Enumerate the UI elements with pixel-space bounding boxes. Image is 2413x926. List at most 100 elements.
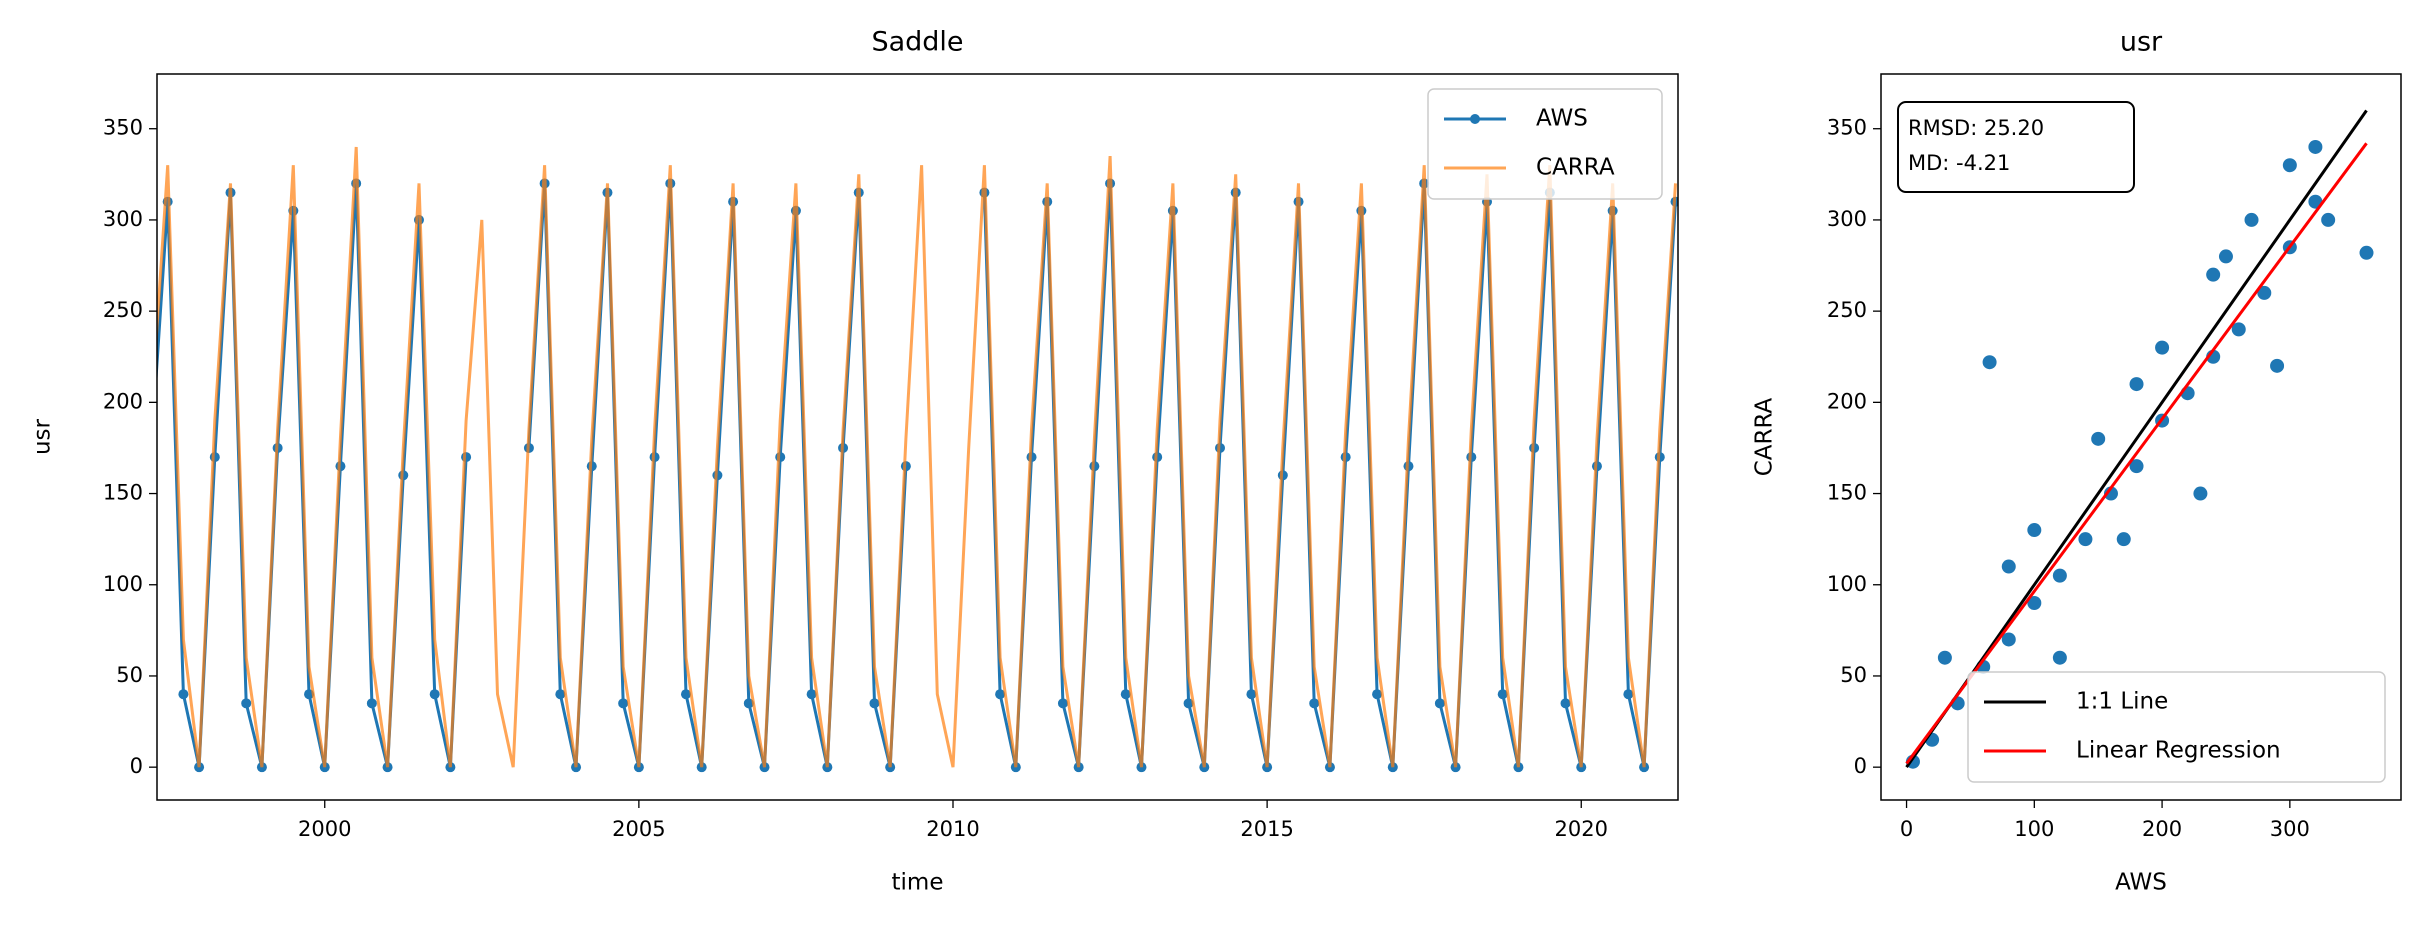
data-point <box>2359 245 2374 260</box>
data-point <box>2206 267 2221 282</box>
series-line <box>157 146 1677 768</box>
y-tick-label: 0 <box>130 754 143 778</box>
data-point <box>775 452 786 463</box>
y-axis-label: usr <box>30 418 56 455</box>
data-point <box>2052 568 2067 583</box>
x-axis-label: AWS <box>2115 870 2167 896</box>
data-point <box>2218 249 2233 264</box>
data-point <box>806 689 817 700</box>
data-point <box>2129 377 2144 392</box>
data-point <box>1372 689 1383 700</box>
data-point <box>1057 698 1068 709</box>
data-point <box>743 698 754 709</box>
data-point <box>2321 212 2336 227</box>
y-tick-label: 200 <box>103 389 143 413</box>
data-point <box>2091 431 2106 446</box>
data-point <box>241 698 252 709</box>
plot-area <box>1905 109 2374 769</box>
data-point <box>2027 595 2042 610</box>
legend-box <box>1427 88 1663 200</box>
x-tick-label: 2005 <box>612 817 665 841</box>
data-point <box>2001 632 2016 647</box>
x-tick-label: 300 <box>2270 817 2310 841</box>
data-point <box>1120 689 1131 700</box>
data-point <box>869 698 880 709</box>
data-point <box>147 434 157 444</box>
x-tick-label: 0 <box>1900 817 1913 841</box>
data-point <box>680 689 691 700</box>
y-tick-label: 100 <box>1827 572 1867 596</box>
y-tick-label: 300 <box>1827 207 1867 231</box>
x-tick-label: 100 <box>2014 817 2054 841</box>
y-tick-label: 100 <box>103 572 143 596</box>
data-point <box>2001 559 2016 574</box>
data-point <box>2244 212 2259 227</box>
data-point <box>2103 486 2118 501</box>
y-tick-label: 250 <box>1827 298 1867 322</box>
y-axis-label: CARRA <box>1752 397 1778 476</box>
data-point <box>555 689 566 700</box>
data-point <box>1623 689 1634 700</box>
data-point <box>1497 689 1508 700</box>
y-tick-label: 300 <box>103 207 143 231</box>
data-point <box>618 698 629 709</box>
legend-label: AWS <box>1536 106 1588 132</box>
data-point <box>1937 650 1952 665</box>
x-tick-label: 2000 <box>298 817 351 841</box>
data-point <box>2308 139 2323 154</box>
marks <box>1905 109 2374 769</box>
y-tick-label: 150 <box>103 481 143 505</box>
annotation: RMSD: 25.20 <box>1908 116 2044 140</box>
data-point <box>2257 285 2272 300</box>
data-point <box>1982 355 1997 370</box>
chart-title: usr <box>2120 27 2163 58</box>
data-point <box>2129 459 2144 474</box>
y-tick-label: 350 <box>1827 116 1867 140</box>
data-point <box>1434 698 1445 709</box>
data-point <box>2052 650 2067 665</box>
data-point <box>2193 486 2208 501</box>
reference-line <box>1905 142 2368 765</box>
data-point <box>1560 698 1571 709</box>
data-point <box>1309 698 1320 709</box>
x-tick-label: 2010 <box>926 817 979 841</box>
data-point <box>2027 523 2042 538</box>
y-tick-label: 0 <box>1854 754 1867 778</box>
axes-frame <box>156 73 1679 801</box>
chart-title: Saddle <box>871 27 963 58</box>
y-tick-label: 200 <box>1827 389 1867 413</box>
legend-marker <box>1470 114 1480 124</box>
x-axis-label: time <box>892 870 944 896</box>
plot-area <box>147 146 1678 773</box>
y-tick-label: 250 <box>103 298 143 322</box>
data-point <box>1183 698 1194 709</box>
data-point <box>429 689 440 700</box>
x-tick-label: 2015 <box>1240 817 1293 841</box>
y-tick-label: 150 <box>1827 481 1867 505</box>
legend-label: Linear Regression <box>2076 738 2281 764</box>
y-tick-label: 350 <box>103 116 143 140</box>
annotation-box <box>1897 101 2135 193</box>
x-tick-label: 2020 <box>1555 817 1608 841</box>
data-point <box>995 689 1006 700</box>
data-point <box>2155 340 2170 355</box>
data-point <box>2270 358 2285 373</box>
data-point <box>2282 158 2297 173</box>
data-point <box>2231 322 2246 337</box>
data-point <box>366 698 377 709</box>
legend-label: 1:1 Line <box>2076 689 2168 715</box>
x-tick-label: 200 <box>2142 817 2182 841</box>
data-point <box>1246 689 1257 700</box>
series-line <box>157 183 1677 768</box>
legend-label: CARRA <box>1536 155 1615 181</box>
axes-frame <box>1880 73 2402 801</box>
data-point <box>2116 532 2131 547</box>
data-point <box>178 689 189 700</box>
marks <box>147 146 1678 773</box>
data-point <box>2078 532 2093 547</box>
annotation: MD: -4.21 <box>1908 151 2010 175</box>
legend-box <box>1967 671 2386 783</box>
y-tick-label: 50 <box>1840 663 1867 687</box>
y-tick-label: 50 <box>116 663 143 687</box>
